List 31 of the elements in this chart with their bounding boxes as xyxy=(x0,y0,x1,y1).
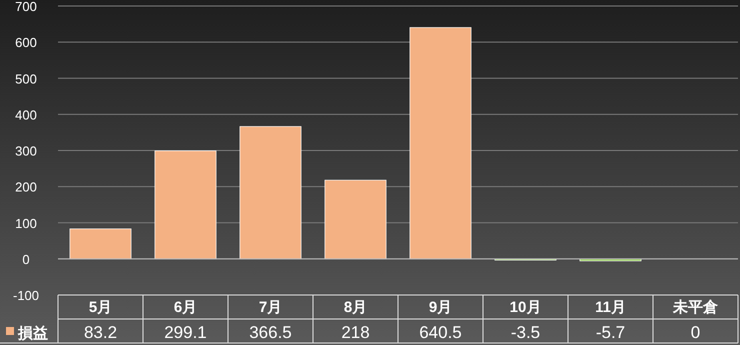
bar xyxy=(410,27,472,260)
bar xyxy=(240,126,302,260)
y-tick-label: 300 xyxy=(15,144,37,158)
data-label: 83.2 xyxy=(84,323,118,342)
bar xyxy=(154,150,216,260)
x-tick-label: 5月 xyxy=(88,299,112,316)
bar xyxy=(70,228,132,260)
data-label: 366.5 xyxy=(249,323,292,342)
y-tick-label: 100 xyxy=(15,216,37,231)
data-label: 0 xyxy=(690,323,700,342)
y-tick-label: 200 xyxy=(15,180,37,195)
x-tick-label: 11月 xyxy=(595,299,626,316)
x-tick-label: 未平倉 xyxy=(672,299,719,316)
y-tick-label: 700 xyxy=(15,0,37,14)
x-tick-label: 6月 xyxy=(174,299,198,316)
x-tick-label: 8月 xyxy=(344,299,368,316)
data-label: 299.1 xyxy=(164,323,207,342)
y-tick-label: 0 xyxy=(22,252,30,267)
x-tick-label: 7月 xyxy=(258,299,282,316)
x-tick-label: 9月 xyxy=(428,299,452,316)
y-tick-label: -100 xyxy=(12,288,40,303)
data-label: 640.5 xyxy=(419,323,462,342)
legend: 損益 xyxy=(6,325,48,342)
bar xyxy=(324,180,386,260)
x-tick-label: 10月 xyxy=(510,299,542,316)
data-label: -3.5 xyxy=(510,323,540,342)
y-tick-label: 400 xyxy=(15,107,37,122)
y-tick-label: 600 xyxy=(15,35,37,50)
y-tick-label: 500 xyxy=(15,71,37,86)
data-label: -5.7 xyxy=(596,323,626,342)
data-label: 218 xyxy=(341,323,370,342)
